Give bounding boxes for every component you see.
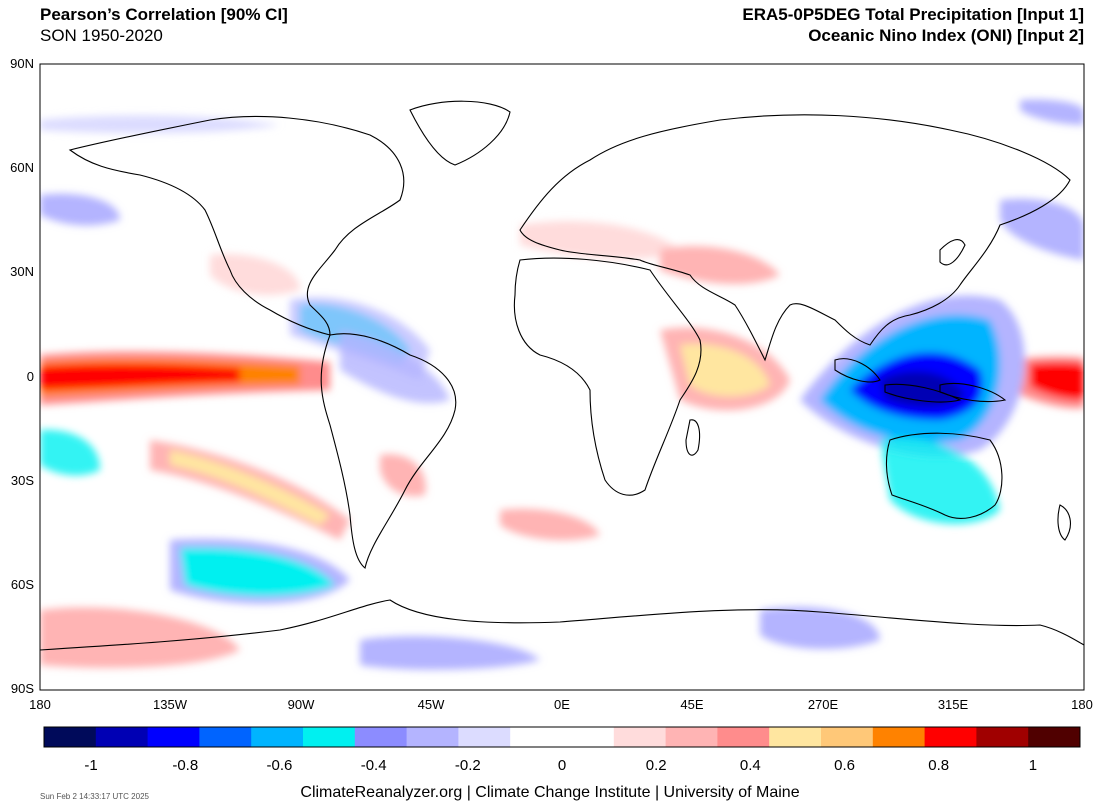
colorbar-swatch [769,727,822,747]
colorbar-tick-label: -0.2 [455,757,481,774]
colorbar-tick-label: 0.2 [646,757,667,774]
colorbar-swatch [976,727,1029,747]
colorbar-swatch [717,727,770,747]
colorbar-tick-label: -0.4 [361,757,387,774]
lon-tick: 180 [1071,697,1093,712]
colorbar-swatch [406,727,459,747]
lon-tick: 180 [29,697,51,712]
colorbar-tick-label: 1 [1029,757,1037,774]
lat-tick: 30S [11,473,34,488]
colorbar-swatch [510,727,563,747]
colorbar-tick-label: -1 [84,757,97,774]
colorbar-swatch [44,727,97,747]
colorbar-swatch [924,727,977,747]
latitude-axis: 90N 60N 30N 0 30S 60S 90S [10,56,34,696]
map-subtitle: SON 1950-2020 [40,26,163,45]
lon-tick: 315E [938,697,969,712]
lat-tick: 0 [27,369,34,384]
lat-tick: 60N [10,160,34,175]
map-title: Pearson’s Correlation [90% CI] [40,5,288,24]
colorbar-swatch [303,727,356,747]
input-2-label: Oceanic Nino Index (ONI) [Input 2] [808,26,1084,45]
colorbar-swatch [354,727,408,747]
input-1-label: ERA5-0P5DEG Total Precipitation [Input 1… [742,5,1084,24]
lat-tick: 90N [10,56,34,71]
colorbar-tick-label: 0.4 [740,757,761,774]
colorbar-swatch [872,727,926,747]
longitude-axis: 180 135W 90W 45W 0E 45E 270E 315E 180 [29,697,1093,712]
colorbar-swatch [95,727,149,747]
colorbar [43,726,1081,748]
header-right: ERA5-0P5DEG Total Precipitation [Input 1… [742,4,1084,46]
colorbar-swatch [562,727,615,747]
colorbar-swatch [821,727,874,747]
lon-tick: 0E [554,697,570,712]
colorbar-tick-label: 0 [558,757,566,774]
lon-tick: 45W [418,697,445,712]
lon-tick: 135W [153,697,188,712]
timestamp: Sun Feb 2 14:33:17 UTC 2025 [40,792,149,801]
colorbar-tick-label: 0.8 [928,757,949,774]
colorbar-swatch [147,727,200,747]
colorbar-labels: -1 -0.8 -0.6 -0.4 -0.2 0 0.2 0.4 0.6 0.8 1 [84,757,1037,774]
colorbar-swatch [1028,727,1081,747]
lat-tick: 90S [11,681,34,696]
colorbar-tick-label: 0.6 [834,757,855,774]
lon-tick: 270E [808,697,839,712]
colorbar-tick-label: -0.8 [172,757,198,774]
lon-tick: 90W [288,697,315,712]
colorbar-frame [43,726,1081,748]
map-frame [39,63,1085,691]
correlation-field [40,64,1084,690]
lat-tick: 30N [10,264,34,279]
credit-line: ClimateReanalyzer.org | Climate Change I… [300,784,800,801]
colorbar-swatch [251,727,304,747]
colorbar-tick-label: -0.6 [267,757,293,774]
lat-tick: 60S [11,577,34,592]
lon-tick: 45E [680,697,703,712]
colorbar-swatch [665,727,718,747]
coastlines [40,100,1084,651]
colorbar-swatch [458,727,511,747]
colorbar-swatch [613,727,667,747]
colorbar-swatch [199,727,252,747]
header-left: Pearson’s Correlation [90% CI] SON 1950-… [40,4,288,46]
